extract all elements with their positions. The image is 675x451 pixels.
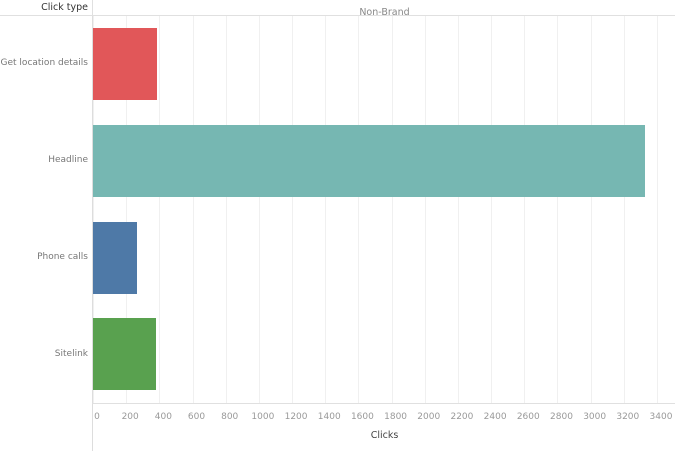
x-tick-label: 1200 [284,412,308,422]
x-tick-label: 1800 [384,412,408,422]
x-tick-label: 3200 [616,412,640,422]
x-tick-label: 0 [94,412,100,422]
x-tick-label: 2200 [450,412,474,422]
gridline [192,16,194,403]
gridline [292,16,294,403]
x-axis-title: Clicks [370,430,399,441]
x-tick-label: 800 [221,412,239,422]
bar-phone-calls[interactable] [93,221,137,294]
gridline [557,16,559,403]
row-header: Click type [0,0,92,16]
x-tick-label: 400 [154,412,172,422]
gridline [358,16,360,403]
column-header-label: Non-Brand [359,7,410,18]
gridline [491,16,493,403]
gridline [424,16,426,403]
gridline [159,16,161,403]
row-label: Phone calls [37,251,88,262]
row-label: Headline [48,155,88,166]
gridline [325,16,327,403]
gridline [590,16,592,403]
bar-get-location-details[interactable] [93,28,157,100]
bar-sitelink[interactable] [93,318,157,391]
gridline [225,16,227,403]
gridline [457,16,459,403]
x-axis: Clicks 0 200 400 600 800 1000 1200 1400 1600 1800… [92,403,675,451]
row-field-label: Click type [41,2,88,13]
x-tick-label: 2000 [417,412,441,422]
gridline [657,16,658,403]
gridline [391,16,393,403]
x-tick-label: 1400 [317,412,341,422]
gridline [126,16,128,403]
row-label: Sitelink [54,348,88,359]
plot-area [92,16,675,403]
gridline [258,16,260,403]
row-label: Get location details [0,58,88,69]
x-tick-label: 2600 [516,412,540,422]
gridline [524,16,526,403]
x-tick-label: 200 [121,412,139,422]
x-tick-label: 3400 [649,412,673,422]
x-tick-label: 1000 [251,412,275,422]
column-header: Non-Brand [92,0,675,18]
gridline [93,16,94,403]
bar-headline[interactable] [93,124,645,197]
gridline [623,16,625,403]
x-tick-label: 1600 [350,412,374,422]
x-tick-label: 2800 [550,412,573,422]
x-tick-label: 3000 [583,412,607,422]
x-tick-label: 2400 [483,412,507,422]
x-tick-label: 600 [187,412,206,422]
